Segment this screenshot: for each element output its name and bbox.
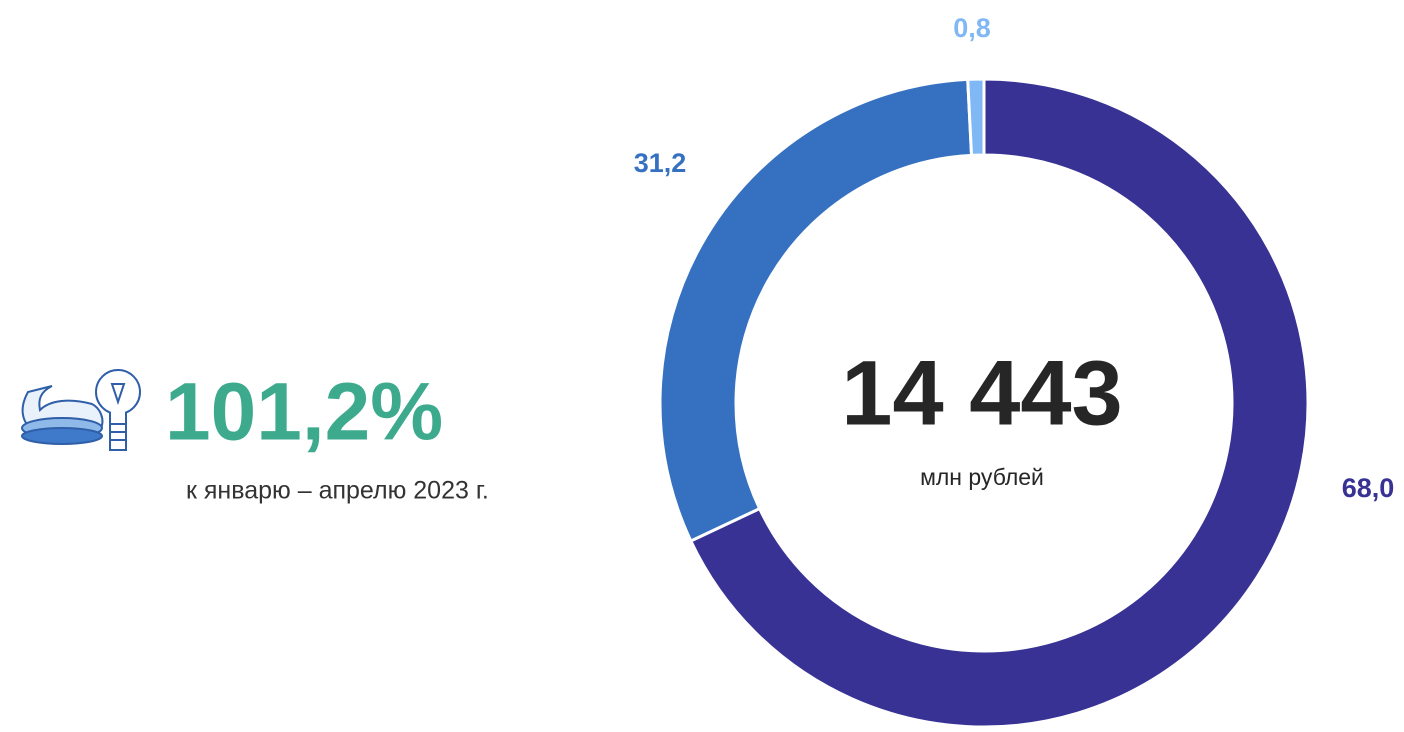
annotation-text: к январю – апрелю 2023 г.: [186, 477, 489, 505]
icon: [21, 369, 141, 451]
value-label: 68,0: [1342, 473, 1395, 503]
value-label: 31,2: [634, 148, 687, 178]
center-value: 14 443: [841, 342, 1122, 444]
annotation-value: 101,2%: [165, 367, 443, 458]
center-label: млн рублей: [920, 464, 1044, 490]
slice: [688, 77, 1310, 729]
slice: [966, 77, 986, 157]
slices: [658, 77, 1310, 729]
slice: [658, 77, 974, 543]
value-label: 0,8: [953, 13, 991, 43]
